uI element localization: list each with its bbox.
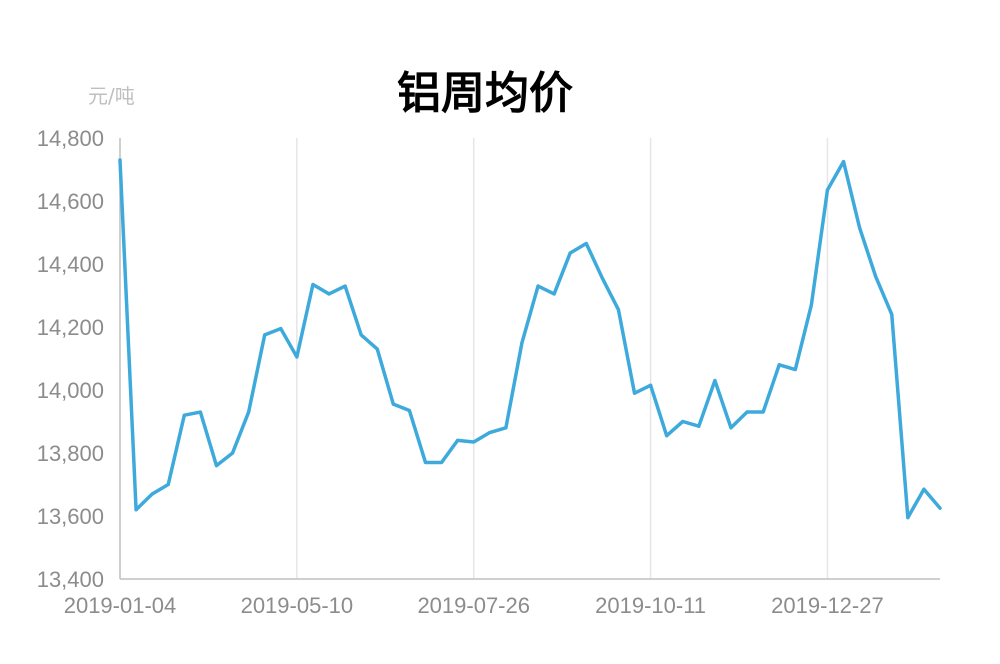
data-point <box>681 419 685 424</box>
data-point <box>472 440 476 444</box>
data-point <box>230 451 235 455</box>
data-point <box>214 464 219 468</box>
data-point <box>858 226 862 230</box>
data-point <box>182 413 186 417</box>
x-tick-label: 2019-10-11 <box>595 593 706 618</box>
x-tick-label: 2019-12-27 <box>771 593 884 618</box>
data-point <box>134 508 138 512</box>
y-tick-label: 13,600 <box>37 504 104 529</box>
data-point <box>922 487 926 491</box>
data-point <box>616 308 621 312</box>
y-tick-label: 14,400 <box>37 252 104 277</box>
y-tick-label: 14,200 <box>37 315 104 340</box>
x-tick-label: 2019-05-10 <box>241 593 354 618</box>
data-point <box>536 284 540 288</box>
y-axis-unit: 元/吨 <box>88 84 135 108</box>
data-point <box>809 303 813 307</box>
data-point <box>697 424 701 428</box>
data-point <box>745 410 749 414</box>
y-tick-label: 14,600 <box>37 189 104 214</box>
y-tick-label: 13,800 <box>37 441 104 466</box>
data-point <box>198 410 202 414</box>
data-point <box>890 312 894 316</box>
data-point <box>632 391 637 395</box>
data-point <box>407 408 412 413</box>
x-tick-label: 2019-01-04 <box>64 593 177 618</box>
data-point <box>761 410 765 414</box>
data-point <box>311 282 315 287</box>
data-point <box>343 284 347 288</box>
data-point <box>439 460 444 465</box>
data-point <box>166 482 170 487</box>
data-point <box>456 438 460 442</box>
x-tick-label: 2019-07-26 <box>417 593 530 618</box>
y-tick-labels: 14,800 14,600 14,400 14,200 14,000 13,800 13,6… <box>37 126 104 592</box>
data-point <box>584 241 588 246</box>
data-point <box>488 430 492 435</box>
data-point <box>874 275 878 279</box>
series-layer <box>118 158 942 520</box>
data-point <box>665 434 669 438</box>
data-point <box>568 251 572 255</box>
data-point <box>391 402 395 406</box>
data-point <box>793 367 797 372</box>
data-point <box>247 410 251 414</box>
data-point <box>713 378 717 383</box>
data-point <box>729 426 733 430</box>
data-point <box>359 333 363 337</box>
y-tick-label: 13,400 <box>37 567 104 592</box>
data-point <box>504 426 508 430</box>
data-point <box>118 158 122 162</box>
data-point <box>552 292 556 296</box>
data-point <box>825 188 830 192</box>
data-point <box>375 347 379 351</box>
data-point <box>841 160 846 164</box>
data-point <box>777 363 781 367</box>
y-tick-label: 14,800 <box>37 126 104 151</box>
data-point <box>520 341 524 345</box>
x-tick-labels: 2019-01-04 2019-05-10 2019-07-26 2019-10-11… <box>64 593 884 618</box>
data-point <box>938 506 942 510</box>
y-tick-label: 14,000 <box>37 378 104 403</box>
data-point <box>150 492 154 496</box>
data-point <box>327 292 331 296</box>
data-point <box>279 326 283 331</box>
data-point <box>906 515 910 520</box>
data-point <box>263 333 267 337</box>
axes <box>119 138 940 580</box>
data-point <box>295 355 299 359</box>
chart-title: 铝周均价 <box>397 68 573 119</box>
gridlines <box>296 138 829 579</box>
data-point <box>600 276 604 280</box>
data-point <box>423 460 428 465</box>
series-line <box>118 158 942 520</box>
data-point <box>648 383 653 387</box>
